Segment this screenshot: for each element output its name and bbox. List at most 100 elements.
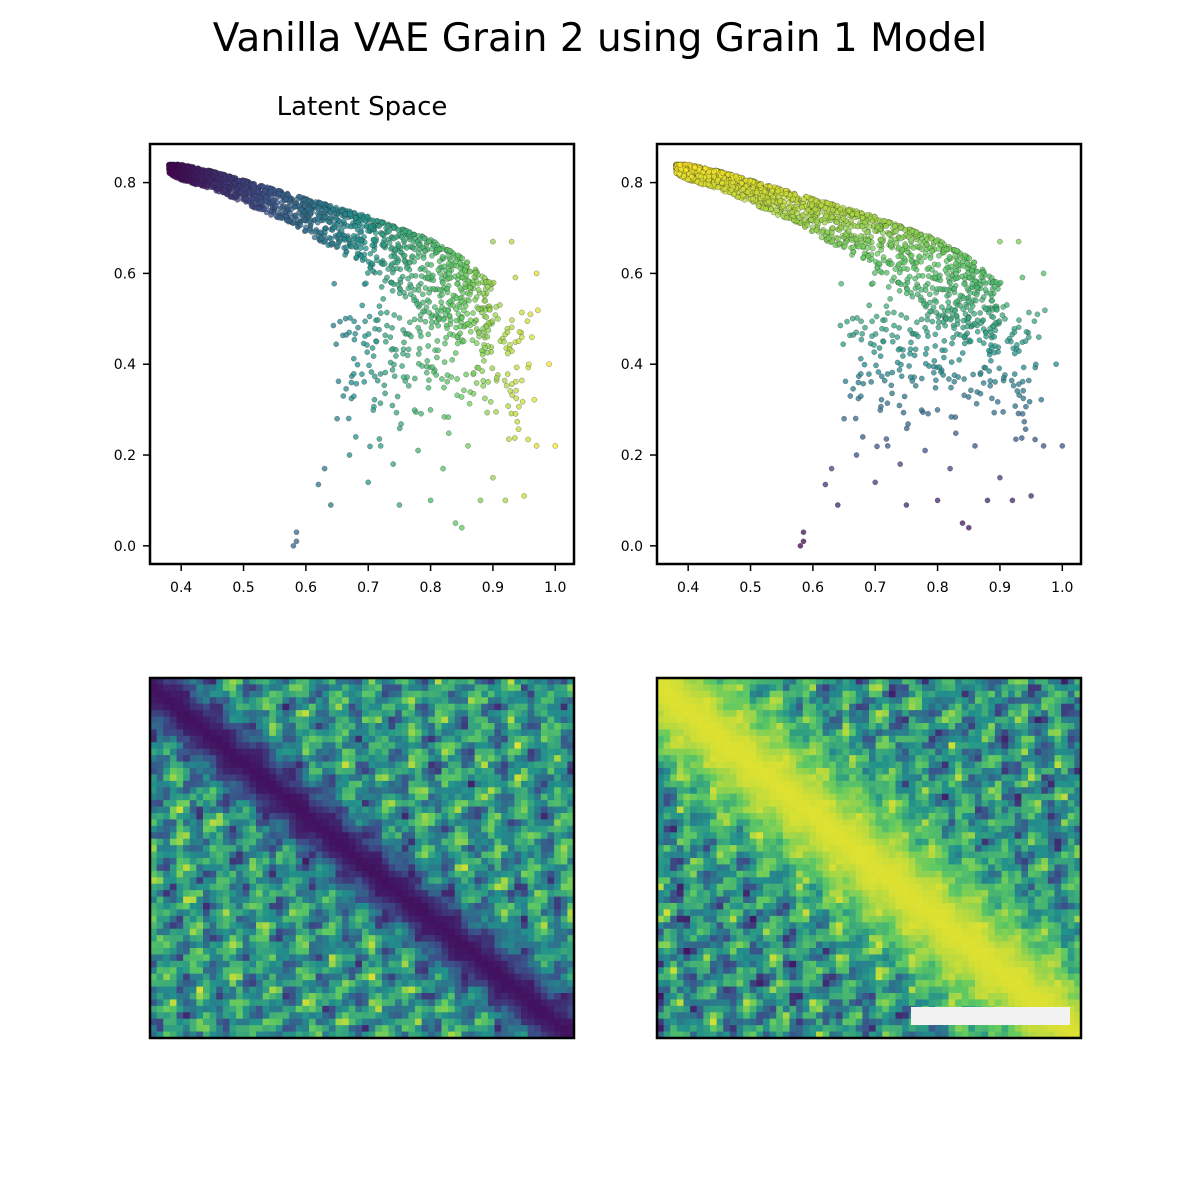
scatter-x-point — [467, 328, 474, 335]
heatmap-x-cell — [156, 678, 164, 686]
heatmap-x-cell — [169, 768, 178, 776]
heatmap-x-cell — [468, 755, 476, 763]
heatmap-x-cell — [507, 787, 515, 795]
heatmap-x-cell — [150, 684, 158, 692]
scatter-y-point — [918, 258, 924, 265]
heatmap-x-cell — [150, 729, 158, 737]
heatmap-x-cell — [183, 813, 191, 821]
heatmap-x-cell — [368, 787, 376, 795]
heatmap-x-cell — [249, 710, 257, 718]
heatmap-x-cell — [474, 748, 482, 756]
heatmap-x-cell — [494, 793, 502, 801]
heatmap-x-cell — [514, 735, 522, 743]
scatter-y-point — [980, 278, 987, 285]
scatter-x-point — [415, 351, 422, 357]
heatmap-x-cell — [401, 806, 409, 814]
heatmap-x-cell — [521, 774, 529, 782]
scatter-x-points — [166, 161, 559, 549]
heatmap-x-cell — [540, 729, 549, 737]
heatmap-x-cell — [236, 703, 244, 711]
heatmap-x-cell — [302, 735, 310, 743]
heatmap-x-cell — [262, 697, 270, 705]
scatter-y-point — [908, 237, 914, 243]
scatter-x-point — [415, 447, 421, 454]
scatter-x-point — [311, 234, 318, 241]
heatmap-x-cell — [514, 703, 522, 711]
scatter-y-point — [970, 371, 976, 378]
scatter-x-point — [490, 238, 496, 245]
heatmap-x-cell — [169, 710, 178, 718]
heatmap-x-cell — [249, 742, 257, 750]
heatmap-x-cell — [242, 748, 250, 756]
heatmap-x-cell — [474, 735, 482, 743]
heatmap-x-cell — [434, 755, 443, 763]
heatmap-x-cell — [448, 768, 456, 776]
heatmap-x-cell — [415, 793, 423, 801]
heatmap-x-cell — [481, 787, 489, 795]
scatter-y-point — [889, 390, 895, 397]
heatmap-x-cell — [222, 787, 231, 795]
scatter-y-point — [874, 443, 880, 450]
scatter-y-point — [828, 214, 835, 220]
heatmap-x-cell — [196, 787, 204, 795]
scatter-y-point — [910, 245, 917, 251]
scatter-x-point — [400, 374, 407, 380]
scatter-x-point — [490, 279, 497, 286]
heatmap-x-cell — [381, 684, 390, 692]
heatmap-x-cell — [315, 774, 323, 782]
heatmap-x-cell — [415, 678, 423, 686]
heatmap-x-cell — [421, 742, 429, 750]
heatmap-x-cell — [534, 742, 542, 750]
heatmap-x-cell — [355, 678, 363, 686]
heatmap-x-cell — [408, 703, 416, 711]
heatmap-x-cell — [534, 723, 542, 731]
heatmap-x-cell — [540, 697, 549, 705]
scatter-y-point — [1011, 371, 1018, 377]
heatmap-x-cell — [216, 742, 224, 750]
heatmap-x-cell — [315, 787, 323, 795]
scatter-x-point — [373, 338, 380, 345]
scatter-y-point — [858, 233, 864, 239]
heatmap-x-cell — [567, 710, 575, 718]
scatter-x-point — [461, 387, 467, 394]
heatmap-x-cell — [368, 780, 376, 788]
heatmap-x-cell — [388, 768, 396, 776]
scatter-x-point — [329, 240, 336, 247]
heatmap-x-cell — [375, 774, 383, 782]
heatmap-x-cell — [282, 780, 290, 788]
scatter-y-point — [1019, 274, 1026, 281]
heatmap-x-cell — [461, 780, 469, 788]
scatter-y-point — [860, 254, 867, 261]
heatmap-x-cell — [176, 813, 184, 821]
heatmap-x-cell — [295, 780, 303, 788]
heatmap-x-cell — [342, 697, 350, 705]
scatter-y-point — [989, 298, 996, 304]
heatmap-x-cell — [501, 748, 509, 756]
heatmap-x-cell — [567, 697, 575, 705]
heatmap-x-cell — [309, 678, 317, 686]
heatmap-x-cell — [322, 723, 330, 731]
heatmap-x-cell — [434, 697, 443, 705]
heatmap-x-cell — [501, 761, 509, 769]
scatter-y-point — [946, 292, 952, 298]
scatter-y-point — [889, 260, 895, 267]
scatter-y-point — [1053, 361, 1059, 367]
heatmap-x-cell — [183, 690, 191, 698]
heatmap-x-cell — [256, 684, 264, 692]
heatmap-x-cell — [527, 748, 535, 756]
scatter-y-point — [971, 311, 977, 317]
heatmap-x-cell — [494, 716, 502, 724]
heatmap-x-cell — [381, 742, 390, 750]
heatmap-x-cell — [282, 684, 290, 692]
heatmap-x-cell — [275, 723, 284, 731]
heatmap-x-cell — [521, 703, 529, 711]
heatmap-x-cell — [521, 742, 529, 750]
heatmap-x-cell — [521, 800, 529, 808]
heatmap-x-cell — [189, 723, 197, 731]
heatmap-x-cell — [514, 723, 522, 731]
scatter-y-point — [907, 346, 914, 352]
scatter-x-point — [440, 316, 447, 323]
heatmap-x-cell — [289, 793, 297, 801]
heatmap-x-cell — [375, 716, 383, 724]
heatmap-x-cell — [428, 735, 436, 743]
